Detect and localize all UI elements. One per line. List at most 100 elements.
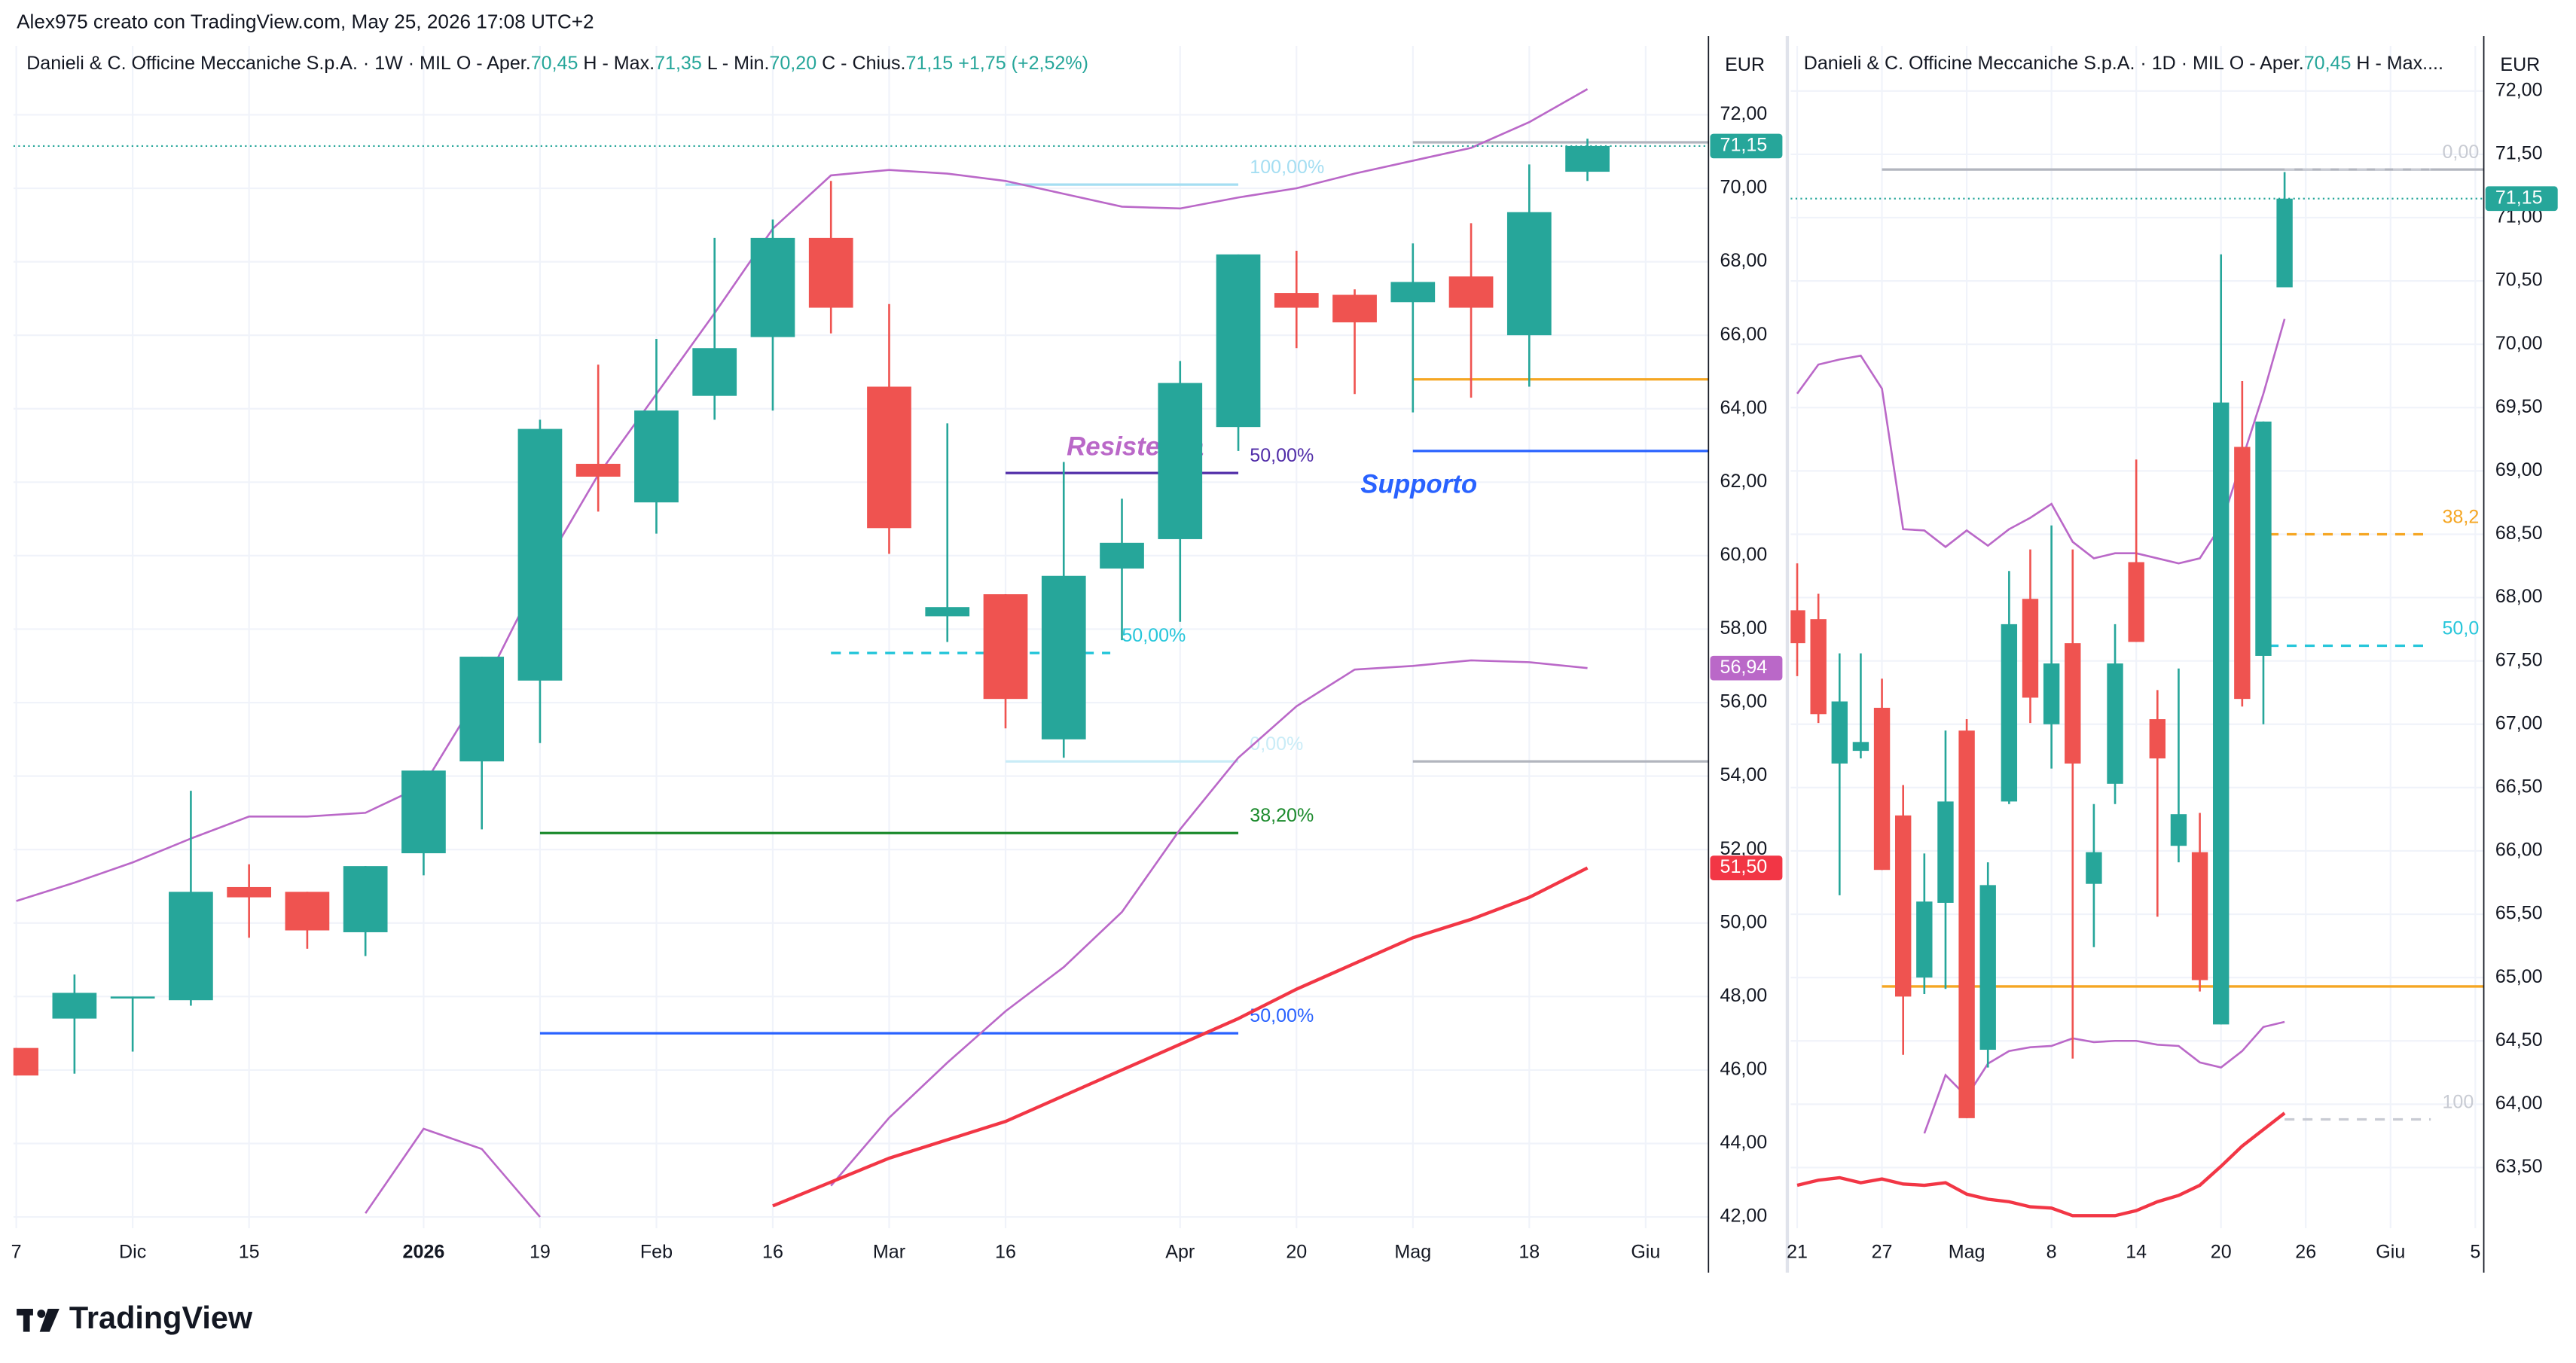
candle-body (459, 657, 505, 762)
y-tick-label: 66,50 (2495, 776, 2543, 797)
candle-body (634, 410, 679, 503)
candle-body (2107, 663, 2123, 784)
candle-body (1916, 901, 1933, 978)
x-tick-label: 27 (1872, 1242, 1893, 1263)
caption: Alex975 creato con TradingView.com, May … (17, 10, 594, 32)
y-tick-label: 66,00 (2495, 840, 2543, 861)
plot-area: 0,00 38,2 50,0 100 (1790, 46, 2484, 1229)
chart-legend: Danieli & C. Officine Meccaniche S.p.A. … (26, 53, 1088, 74)
candle-body (1041, 575, 1086, 739)
y-tick-label: 62,00 (1720, 471, 1768, 492)
legend-label: O - Aper. (2230, 53, 2304, 74)
candle-body (1810, 619, 1827, 715)
y-tick-label: 54,00 (1720, 764, 1768, 785)
indicator-line (365, 659, 1588, 1218)
candle-body (750, 237, 795, 337)
candle-body (2191, 852, 2208, 980)
x-tick-label: Apr (1165, 1242, 1195, 1263)
candle-body (2213, 402, 2230, 1025)
candle-body (808, 237, 853, 308)
x-tick-label: Dic (119, 1242, 146, 1263)
y-tick-label: 70,00 (1720, 177, 1768, 198)
candle-body (2276, 198, 2293, 288)
candle-body (925, 607, 970, 617)
candle-body (2065, 643, 2081, 764)
x-tick-label: Feb (640, 1242, 673, 1263)
candle-body (401, 770, 446, 854)
legend-change: +1,75 (+2,52%) (958, 53, 1088, 74)
candle-body (1565, 145, 1610, 172)
x-tick-label: 20 (1286, 1242, 1307, 1263)
x-tick-label: 18 (1518, 1242, 1540, 1263)
level-label: 0,00 (2442, 142, 2479, 163)
candle-body (1274, 293, 1319, 308)
candle-body (110, 996, 155, 999)
legend-label: O - Aper. (456, 53, 531, 74)
candle-body (1873, 707, 1891, 871)
candle-body (343, 866, 388, 932)
y-tick-label: 65,50 (2495, 903, 2543, 924)
y-tick-label: 72,00 (1720, 103, 1768, 124)
level-label: 100 (2442, 1091, 2474, 1112)
indicator-line (16, 88, 1589, 902)
candle-body (2086, 852, 2102, 884)
y-tick-label: 50,00 (1720, 911, 1768, 932)
x-tick-label: Giu (2376, 1242, 2405, 1263)
x-tick-label: 20 (2211, 1242, 2232, 1263)
x-tick-label: 16 (762, 1242, 783, 1263)
currency: EUR (2500, 54, 2540, 75)
brand-logo (17, 1309, 60, 1332)
legend-more: H - Max.... (2356, 53, 2443, 74)
legend-label: L - Min. (707, 53, 770, 74)
candle-body (575, 463, 621, 477)
candle-body (52, 993, 97, 1019)
y-tick-label: 64,00 (2495, 1093, 2543, 1114)
y-tick-label: 52,00 (1720, 838, 1768, 859)
y-tick-label: 68,00 (1720, 250, 1768, 271)
candle-body (2043, 663, 2060, 724)
candle-body (1958, 730, 1975, 1118)
y-tick-label: 58,00 (1720, 617, 1768, 639)
price-label: 71,15 (1720, 135, 1768, 156)
logo-slash (39, 1309, 60, 1332)
plot-area: 100,00%0,00%50,00%50,00%38,20%50,00%Resi… (13, 46, 1709, 1229)
candle-body (1506, 212, 1552, 336)
indicator-line (1796, 319, 2286, 565)
price-label: 56,94 (1720, 657, 1768, 678)
candle-body (2170, 814, 2187, 846)
y-tick-label: 72,00 (2495, 79, 2543, 100)
candle-body (1332, 294, 1377, 323)
candle-body (517, 428, 563, 681)
y-tick-label: 65,00 (2495, 966, 2543, 987)
candle-body (867, 386, 911, 529)
y-tick-label: 44,00 (1720, 1132, 1768, 1153)
legend-value: 70,45 (531, 53, 578, 74)
candle-body (2128, 562, 2144, 642)
candle-body (227, 886, 272, 898)
candle-body (1895, 815, 1912, 997)
x-tick-label: Mar (873, 1242, 905, 1263)
y-tick-label: 68,00 (2495, 586, 2543, 607)
candle-body (2255, 421, 2272, 656)
y-tick-label: 67,00 (2495, 712, 2543, 733)
level-label: 38,2 (2442, 506, 2479, 527)
candle-body (1158, 383, 1203, 539)
candle-body (1390, 282, 1436, 303)
x-tick-label: 14 (2126, 1242, 2147, 1263)
legend-value: 71,35 (655, 53, 702, 74)
y-tick-label: 56,00 (1720, 691, 1768, 712)
level-label: 50,00% (1250, 445, 1314, 466)
chart-title: Danieli & C. Officine Meccaniche S.p.A. … (1804, 53, 2224, 74)
candle-body (1448, 276, 1494, 308)
price-label-box (1710, 655, 1783, 681)
level-label: 100,00% (1250, 157, 1324, 178)
logo-dot (37, 1310, 46, 1319)
x-tick-label: 26 (2295, 1242, 2316, 1263)
y-tick-label: 64,00 (1720, 397, 1768, 418)
logo-stem (23, 1309, 30, 1332)
x-tick-label: 15 (239, 1242, 260, 1263)
currency: EUR (1725, 54, 1765, 75)
annotation: Supporto (1360, 469, 1477, 499)
level-label: 50,00% (1122, 625, 1186, 646)
